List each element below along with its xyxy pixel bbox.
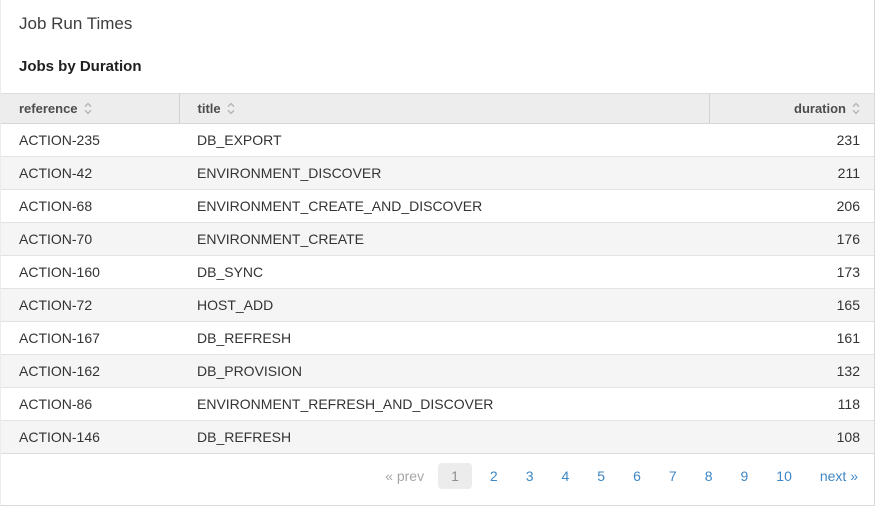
reference-cell: ACTION-162	[1, 354, 179, 388]
table-row: ACTION-162 DB_PROVISION 132	[1, 354, 874, 388]
table-row: ACTION-70 ENVIRONMENT_CREATE 176	[1, 222, 874, 256]
reference-cell: ACTION-235	[1, 123, 179, 157]
table-row: ACTION-167 DB_REFRESH 161	[1, 321, 874, 355]
page-link-9[interactable]: 9	[740, 468, 749, 484]
page-link-2[interactable]: 2	[489, 468, 498, 484]
duration-cell: 161	[709, 321, 874, 355]
sort-icon	[852, 102, 860, 115]
column-header-duration[interactable]: duration	[708, 93, 874, 124]
sort-icon	[227, 102, 235, 115]
table-row: ACTION-146 DB_REFRESH 108	[1, 420, 874, 454]
duration-cell: 231	[709, 123, 874, 157]
column-header-reference[interactable]: reference	[1, 93, 179, 124]
title-cell: ENVIRONMENT_REFRESH_AND_DISCOVER	[179, 387, 709, 421]
table-row: ACTION-72 HOST_ADD 165	[1, 288, 874, 322]
reference-cell: ACTION-68	[1, 189, 179, 223]
table-row: ACTION-86 ENVIRONMENT_REFRESH_AND_DISCOV…	[1, 387, 874, 421]
table-title: Jobs by Duration	[19, 58, 142, 75]
title-cell: DB_SYNC	[179, 255, 709, 289]
reference-cell: ACTION-70	[1, 222, 179, 256]
header-row: reference title	[1, 93, 874, 124]
next-button[interactable]: next »	[819, 468, 858, 484]
reference-cell: ACTION-72	[1, 288, 179, 322]
column-header-label: title	[197, 101, 221, 116]
duration-cell: 132	[709, 354, 874, 388]
table-row: ACTION-68 ENVIRONMENT_CREATE_AND_DISCOVE…	[1, 189, 874, 223]
title-cell: ENVIRONMENT_CREATE_AND_DISCOVER	[179, 189, 709, 223]
title-cell: HOST_ADD	[179, 288, 709, 322]
page-link-8[interactable]: 8	[704, 468, 713, 484]
column-header-title[interactable]: title	[178, 93, 709, 124]
pagination: « prev 1 2 3 4 5 6 7 8 9 10 next »	[1, 454, 874, 498]
title-cell: DB_REFRESH	[179, 420, 709, 454]
duration-cell: 173	[709, 255, 874, 289]
page-link-7[interactable]: 7	[668, 468, 677, 484]
table-body: ACTION-235 DB_EXPORT 231 ACTION-42 ENVIR…	[1, 123, 874, 454]
prev-button: « prev	[385, 468, 425, 484]
page-link-5[interactable]: 5	[597, 468, 606, 484]
duration-cell: 118	[709, 387, 874, 421]
reference-cell: ACTION-160	[1, 255, 179, 289]
duration-cell: 176	[709, 222, 874, 256]
table-row: ACTION-42 ENVIRONMENT_DISCOVER 211	[1, 156, 874, 190]
current-page-indicator: 1	[438, 463, 472, 489]
title-cell: DB_EXPORT	[179, 123, 709, 157]
jobs-table: reference title	[1, 93, 874, 454]
reference-cell: ACTION-167	[1, 321, 179, 355]
title-cell: DB_REFRESH	[179, 321, 709, 355]
reference-cell: ACTION-42	[1, 156, 179, 190]
column-header-label: duration	[794, 101, 846, 116]
duration-cell: 108	[709, 420, 874, 454]
table-row: ACTION-235 DB_EXPORT 231	[1, 123, 874, 157]
title-cell: DB_PROVISION	[179, 354, 709, 388]
title-cell: ENVIRONMENT_CREATE	[179, 222, 709, 256]
reference-cell: ACTION-146	[1, 420, 179, 454]
sort-icon	[84, 102, 92, 115]
page-title: Job Run Times	[19, 14, 133, 33]
table-header: reference title	[1, 93, 874, 124]
table-row: ACTION-160 DB_SYNC 173	[1, 255, 874, 289]
reference-cell: ACTION-86	[1, 387, 179, 421]
page-link-3[interactable]: 3	[525, 468, 534, 484]
page-link-6[interactable]: 6	[633, 468, 641, 484]
duration-cell: 211	[709, 156, 874, 190]
page-link-4[interactable]: 4	[561, 468, 570, 484]
column-header-label: reference	[19, 101, 78, 116]
duration-cell: 165	[709, 288, 874, 322]
title-cell: ENVIRONMENT_DISCOVER	[179, 156, 709, 190]
page-link-10[interactable]: 10	[776, 468, 792, 484]
duration-cell: 206	[709, 189, 874, 223]
